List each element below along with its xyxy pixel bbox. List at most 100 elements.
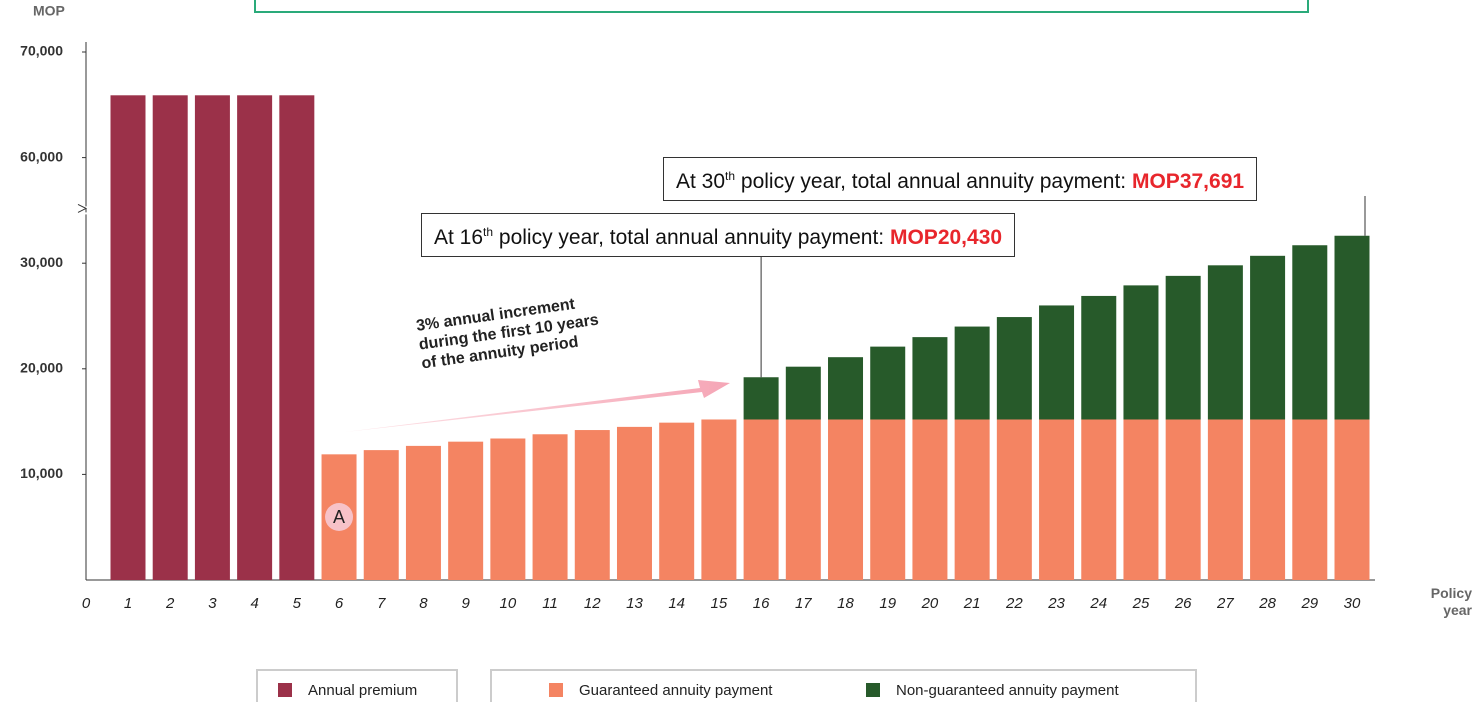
bar (279, 95, 315, 581)
annotation-sup: th (483, 225, 494, 239)
bar (1123, 419, 1159, 580)
y-tick-label: 20,000 (20, 360, 63, 376)
legend-swatch (866, 683, 880, 697)
x-tick-label: 18 (837, 595, 854, 612)
y-axis-label: MOP (33, 3, 65, 19)
bar (1334, 235, 1370, 420)
legend-swatch (278, 683, 292, 697)
bar (616, 426, 652, 580)
bar (954, 419, 990, 580)
x-tick-label: 4 (250, 595, 258, 612)
annotation-text: policy year, total annual annuity paymen… (735, 170, 1132, 193)
bar (1039, 305, 1075, 420)
bar (1250, 419, 1286, 580)
bar (152, 95, 188, 581)
bar (701, 419, 737, 580)
x-tick-label: 8 (419, 595, 428, 612)
y-tick-label: 70,000 (20, 43, 63, 59)
x-tick-label: 9 (461, 595, 470, 612)
x-tick-label: 6 (335, 595, 344, 612)
bar (870, 346, 906, 420)
annotation-value: MOP20,430 (889, 226, 1003, 249)
origin-label: 0 (82, 595, 91, 612)
x-tick-label: 16 (753, 595, 770, 612)
bar (1334, 419, 1370, 580)
x-tick-label: 30 (1344, 595, 1361, 612)
legend-box (490, 669, 1197, 702)
bar (785, 419, 821, 580)
legend-label: Annual premium (308, 682, 417, 699)
x-tick-label: 27 (1216, 595, 1234, 612)
x-tick-label: 5 (293, 595, 302, 612)
bar (448, 441, 484, 580)
x-tick-label: 14 (668, 595, 685, 612)
bar (785, 366, 821, 420)
x-tick-label: 25 (1132, 595, 1150, 612)
bar (954, 326, 990, 420)
bar (1081, 295, 1117, 420)
marker-circle (325, 503, 354, 531)
bar (405, 445, 441, 580)
annotation-value: MOP37,691 (1131, 170, 1245, 193)
x-tick-label: 3 (208, 595, 217, 612)
bar (1165, 275, 1201, 420)
bar (574, 430, 610, 580)
bar (532, 434, 568, 580)
annotation-box: At 16th policy year, total annual annuit… (421, 213, 1016, 257)
y-tick-label: 60,000 (20, 148, 63, 164)
annotation-sup: th (725, 169, 736, 183)
bar (363, 450, 399, 580)
bar (1292, 419, 1328, 580)
bar (912, 419, 948, 580)
legend-label: Non-guaranteed annuity payment (896, 682, 1119, 699)
x-tick-label: 28 (1258, 595, 1276, 612)
bar (1207, 419, 1243, 580)
x-tick-label: 26 (1174, 595, 1192, 612)
x-tick-label: 21 (963, 595, 981, 612)
x-tick-label: 1 (124, 595, 132, 612)
x-tick-label: 2 (165, 595, 175, 612)
bar (659, 422, 695, 580)
legend-swatch (549, 683, 563, 697)
x-tick-label: 29 (1300, 595, 1318, 612)
bar (996, 419, 1032, 580)
bar (912, 337, 948, 420)
x-tick-label: 13 (626, 595, 643, 612)
legend-box (256, 669, 458, 702)
x-tick-label: 10 (500, 595, 517, 612)
bar (1081, 419, 1117, 580)
y-tick-label: 10,000 (20, 465, 63, 481)
bar (1207, 265, 1243, 420)
annotation-text: policy year, total annual annuity paymen… (493, 226, 890, 249)
x-tick-label: 24 (1089, 595, 1107, 612)
bar (996, 317, 1032, 420)
bar (1292, 245, 1328, 420)
bar (1250, 255, 1286, 420)
bar (743, 419, 779, 580)
x-tick-label: 12 (584, 595, 601, 612)
x-axis-label: Policy year (1430, 585, 1472, 618)
bar (828, 419, 864, 580)
bar (743, 377, 779, 420)
x-tick-label: 23 (1047, 595, 1065, 612)
x-tick-label: 11 (542, 595, 558, 612)
x-tick-label: 7 (377, 595, 386, 612)
bar (870, 419, 906, 580)
bar (1165, 419, 1201, 580)
marker-label: A (333, 507, 345, 527)
x-tick-label: 20 (921, 595, 939, 612)
x-tick-label: 15 (711, 595, 728, 612)
annotation-text: At 16 (434, 226, 484, 249)
header-box (254, 0, 1309, 13)
bar (1123, 285, 1159, 420)
bar (490, 438, 526, 580)
x-tick-label: 19 (879, 595, 896, 612)
x-tick-label: 17 (795, 595, 812, 612)
bar (194, 95, 230, 581)
bar (237, 95, 273, 581)
bar (110, 95, 146, 581)
annotation-box: At 30th policy year, total annual annuit… (663, 157, 1258, 201)
x-tick-label: 22 (1005, 595, 1023, 612)
